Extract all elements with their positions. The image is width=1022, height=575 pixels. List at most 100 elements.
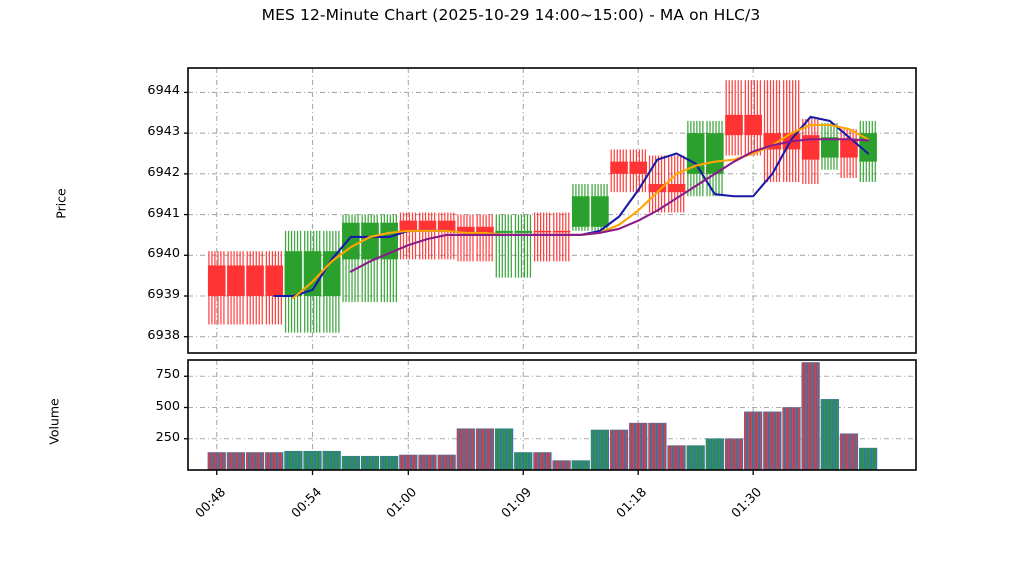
candlestick (514, 214, 533, 278)
volume-bar-base (801, 362, 820, 470)
volume-bar-base (609, 429, 629, 470)
volume-bar (648, 422, 667, 470)
candlestick (533, 212, 552, 262)
volume-bar (609, 429, 629, 470)
candle-body (265, 265, 284, 296)
candlestick (456, 214, 475, 262)
volume-bar-base (341, 455, 360, 470)
candlestick (207, 251, 226, 325)
candlestick (399, 212, 418, 260)
candlestick (859, 120, 877, 182)
volume-tick-label: 500 (155, 398, 180, 414)
volume-bar-base (533, 452, 552, 470)
volume-bar-base (590, 429, 610, 470)
volume-bar-base (744, 411, 763, 470)
volume-bar (245, 452, 265, 470)
volume-bar-base (629, 422, 648, 470)
candle-body (361, 222, 379, 260)
candlestick (706, 120, 724, 197)
volume-tick-label: 750 (155, 367, 180, 383)
price-tick-label: 6944 (147, 83, 180, 99)
volume-bar-base (265, 452, 284, 470)
volume-bar-base (245, 452, 265, 470)
volume-bar (322, 450, 341, 470)
volume-bar-base (648, 422, 667, 470)
volume-bar (494, 428, 514, 470)
volume-tick-label: 250 (155, 429, 180, 445)
volume-bar (571, 460, 590, 470)
candle-body (667, 184, 686, 193)
volume-bar (533, 452, 552, 470)
candlestick (725, 80, 743, 156)
candle-body (840, 139, 858, 158)
candlestick (227, 251, 245, 325)
candle-body (399, 220, 418, 231)
candle-body (533, 230, 552, 233)
volume-bar (590, 429, 610, 470)
candle-body (571, 196, 590, 227)
volume-bar-base (322, 450, 341, 470)
candle-body (820, 137, 839, 158)
volume-bar (284, 450, 303, 470)
ma-line-ma_slow (349, 138, 870, 273)
volume-bar-base (514, 452, 533, 470)
volume-bar-base (686, 445, 705, 470)
volume-bar-base (418, 454, 437, 470)
volume-axis-frame (187, 359, 917, 471)
candle-body (495, 230, 513, 233)
volume-bar (782, 407, 801, 470)
candlestick (552, 212, 571, 262)
volume-bar (629, 422, 648, 470)
volume-bar (437, 454, 456, 470)
candle-body (744, 114, 762, 136)
candlestick (476, 214, 494, 262)
page-title: MES 12-Minute Chart (2025-10-29 14:00~15… (261, 6, 761, 24)
price-tick-label: 6938 (147, 327, 180, 343)
candlestick (801, 118, 820, 185)
candlestick (322, 230, 341, 333)
price-tick-label: 6939 (147, 287, 180, 302)
volume-bar-base (360, 455, 380, 470)
volume-bar (418, 454, 437, 470)
volume-bar-base (207, 452, 226, 470)
volume-bar-base (437, 454, 456, 470)
volume-bar (265, 452, 284, 470)
volume-bar-base (284, 450, 303, 470)
volume-bar (380, 455, 399, 470)
volume-bar-base (303, 450, 322, 470)
candlestick (744, 80, 762, 156)
volume-bar-base (858, 447, 878, 470)
volume-bar (744, 411, 763, 470)
candle-body (801, 135, 820, 160)
candlestick (820, 122, 839, 170)
volume-bar (303, 450, 322, 470)
candle-body (476, 226, 494, 233)
candlestick (246, 251, 264, 325)
candlestick (265, 251, 284, 325)
candle-body (552, 230, 571, 233)
candlestick (495, 214, 513, 278)
volume-bar (552, 460, 571, 470)
candle-body (437, 220, 456, 231)
gridlines (188, 68, 916, 470)
candlestick (418, 212, 437, 260)
volume-bar (686, 445, 705, 470)
candle-body (207, 265, 226, 296)
volume-bar (667, 445, 686, 470)
volume-bar (475, 428, 495, 470)
volume-bar-base (552, 460, 571, 470)
candle-body (418, 220, 437, 231)
candle-body (725, 114, 743, 136)
candlestick (571, 184, 590, 231)
volume-bar-base (782, 407, 801, 470)
candlestick-series (207, 80, 877, 333)
price-tick-label: 6941 (147, 205, 180, 221)
volume-bar (763, 411, 782, 470)
candle-body (610, 161, 628, 174)
volume-bar-base (456, 428, 475, 470)
candle-body (284, 251, 303, 296)
candle-body (591, 196, 609, 227)
volume-bar (858, 447, 878, 470)
